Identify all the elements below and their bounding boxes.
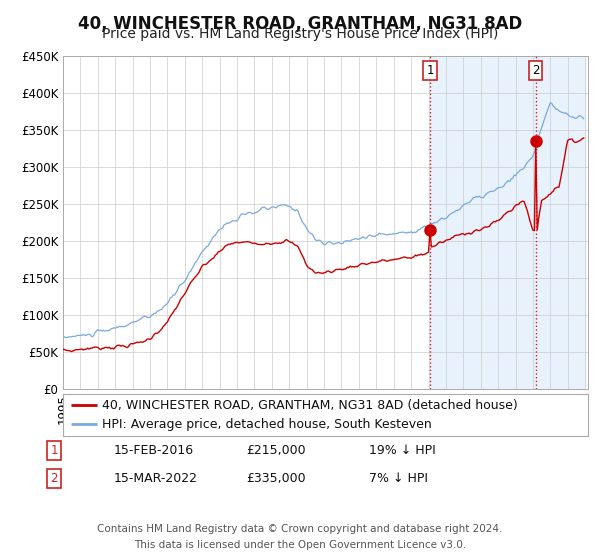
Text: Contains HM Land Registry data © Crown copyright and database right 2024.: Contains HM Land Registry data © Crown c… (97, 524, 503, 534)
Text: 19% ↓ HPI: 19% ↓ HPI (369, 444, 436, 458)
Text: 2: 2 (50, 472, 58, 486)
Text: 7% ↓ HPI: 7% ↓ HPI (369, 472, 428, 486)
Text: Price paid vs. HM Land Registry's House Price Index (HPI): Price paid vs. HM Land Registry's House … (102, 27, 498, 41)
Text: 1: 1 (426, 64, 434, 77)
Text: 1: 1 (50, 444, 58, 458)
Text: 2: 2 (532, 64, 539, 77)
Text: HPI: Average price, detached house, South Kesteven: HPI: Average price, detached house, Sout… (103, 418, 432, 431)
Bar (430, 56, 585, 389)
Text: 15-MAR-2022: 15-MAR-2022 (114, 472, 198, 486)
Text: £215,000: £215,000 (246, 444, 305, 458)
Text: 15-FEB-2016: 15-FEB-2016 (114, 444, 194, 458)
Text: This data is licensed under the Open Government Licence v3.0.: This data is licensed under the Open Gov… (134, 540, 466, 550)
Text: 40, WINCHESTER ROAD, GRANTHAM, NG31 8AD (detached house): 40, WINCHESTER ROAD, GRANTHAM, NG31 8AD … (103, 399, 518, 412)
Text: £335,000: £335,000 (246, 472, 305, 486)
Text: 40, WINCHESTER ROAD, GRANTHAM, NG31 8AD: 40, WINCHESTER ROAD, GRANTHAM, NG31 8AD (78, 15, 522, 33)
